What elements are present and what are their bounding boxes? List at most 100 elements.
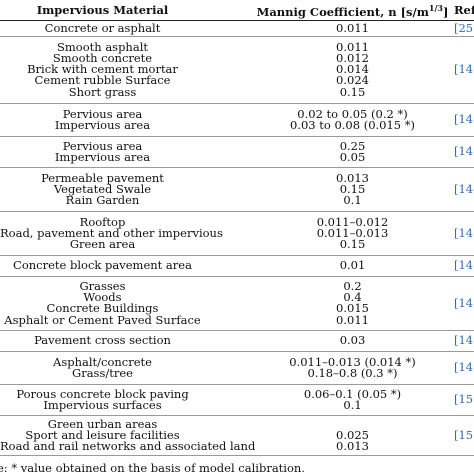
coefficient-value: 0.012 [336,51,369,66]
table-row: Pavement cross section 0.03 [148 [0,330,474,352]
coefficient-value: 0.1 [343,192,362,207]
material-cell: Smooth asphalt Smooth concrete Brick with … [0,36,205,104]
material-name: Sport and leisure facilities [25,427,180,442]
material-name: Asphalt/concrete [53,354,152,369]
coefficient-value: 0.011 [336,39,369,54]
material-cell: Concrete or asphalt [0,20,205,37]
reference-link[interactable]: [146 [450,255,474,277]
coefficient-value: 0.015 [336,301,369,316]
material-name: Rain Garden [65,192,140,207]
reference-link[interactable]: [149 [450,351,474,385]
coefficient-value: 0.03 [339,333,366,348]
header-manning-text: Mannig Coefficient, n [s/m [256,4,429,19]
material-name: Pervious area [62,106,143,121]
material-cell: Pervious area Impervious area [0,136,205,168]
material-name: Concrete block pavement area [13,258,192,273]
coefficient-value: 0.024 [336,73,369,88]
coefficient-value: 0.1 [343,397,362,412]
material-name: Pervious area [62,138,143,153]
coefficient-cell: 0.011 0.012 0.014 0.024 0.15 [205,36,450,104]
table-row: Rooftop Road, pavement and other impervio… [0,211,474,256]
reference-link[interactable]: [143 [450,136,474,168]
table-row: Smooth asphalt Smooth concrete Brick with … [0,36,474,104]
material-cell: Asphalt/concrete Grass/tree [0,351,205,385]
material-name: Pavement cross section [34,333,171,348]
coefficient-value: 0.013 [336,170,369,185]
coefficient-cell: 0.025 0.013 [205,415,450,456]
reference-link[interactable]: [142 [450,103,474,137]
coefficient-value: 0.4 [343,290,362,305]
table-row: Porous concrete block paving Impervious s… [0,384,474,416]
coefficient-value: 0.25 [339,138,366,153]
reference-link[interactable]: [147 [450,276,474,331]
material-cell: Pavement cross section [0,330,205,352]
coefficient-cell: 0.01 [205,255,450,277]
coefficient-cell: 0.011–0.012 0.011–0.013 0.15 [205,211,450,256]
table-row: Grasses Woods Concrete Buildings Asphalt or… [0,276,474,331]
coefficient-value: 0.011 [336,312,369,327]
material-name: Asphalt or Cement Paved Surface [4,312,201,327]
table-row: Permeable pavement Vegetated Swale Rain Ga… [0,167,474,212]
material-cell: Concrete block pavement area [0,255,205,277]
coefficient-cell: 0.06–0.1 (0.05 *) 0.1 [205,384,450,416]
material-name: Vegetated Swale [53,181,152,196]
table-row: Concrete or asphalt 0.011 [25 [0,20,474,37]
table-body: Concrete or asphalt 0.011 [25 Smooth asphal… [0,20,474,456]
material-cell: Rooftop Road, pavement and other impervio… [0,211,223,256]
header-manning-unit-exponent: 1/3 [428,3,443,13]
coefficient-cell: 0.02 to 0.05 (0.2 *) 0.03 to 0.08 (0.015 … [205,103,450,137]
coefficient-cell: 0.011 [205,20,450,37]
material-name: Porous concrete block paving [16,386,189,401]
reference-link[interactable]: [25 [450,20,474,37]
header-impervious-material: Impervious Material [0,0,205,21]
coefficient-value: 0.2 [343,278,362,293]
material-cell: Grasses Woods Concrete Buildings Asphalt or… [0,276,205,331]
material-name: Impervious area [54,117,151,132]
material-name: Permeable pavement [41,170,164,185]
table-row: Green urban areas Sport and leisure facil… [0,415,474,456]
coefficient-value: 0.011–0.013 (0.014 *) [289,354,416,369]
material-cell: Green urban areas Sport and leisure facil… [0,415,256,456]
material-name: Impervious area [54,149,151,164]
coefficient-value: 0.18–0.8 (0.3 *) [307,365,398,380]
coefficient-value: 0.15 [339,236,366,251]
material-name: Woods [83,290,122,305]
material-cell: Pervious area Impervious area [0,103,205,137]
reference-link[interactable]: [151 [450,415,474,456]
coefficient-cell: 0.03 [205,330,450,352]
reference-link[interactable]: [150 [450,384,474,416]
material-cell: Permeable pavement Vegetated Swale Rain Ga… [0,167,205,212]
material-name: Rooftop [79,214,126,229]
material-name: Cement rubble Surface [34,73,171,88]
material-name: Grass/tree [72,365,133,380]
coefficient-value: 0.06–0.1 (0.05 *) [303,386,402,401]
coefficient-value: 0.01 [339,258,366,273]
material-name: Green urban areas [47,416,158,431]
material-name: Grasses [79,278,126,293]
material-name: Impervious surfaces [43,397,162,412]
coefficient-value: 0.02 to 0.05 (0.2 *) [297,106,408,121]
header-manning-coefficient: Mannig Coefficient, n [s/m1/3] [205,0,450,21]
coefficient-value: 0.025 [336,427,369,442]
reference-link[interactable]: [144 [450,167,474,212]
coefficient-cell: 0.011–0.013 (0.014 *) 0.18–0.8 (0.3 *) [205,351,450,385]
material-name: Green area [69,236,136,251]
coefficient-value: 0.05 [339,149,366,164]
material-name: Road and rail networks and associated la… [0,438,256,453]
table-header-row: Impervious Material Mannig Coefficient, … [0,0,474,21]
reference-link[interactable]: [148 [450,330,474,352]
table-row: Asphalt/concrete Grass/tree 0.011–0.013 (0… [0,351,474,385]
material-name: Concrete or asphalt [44,20,161,35]
material-name: Smooth concrete [52,51,153,66]
material-name: Short grass [68,84,137,99]
material-name: Concrete Buildings [46,301,159,316]
coefficient-cell: 0.25 0.05 [205,136,450,168]
coefficient-value: 0.014 [336,62,369,77]
coefficient-value: 0.15 [339,84,366,99]
coefficient-cell: 0.013 0.15 0.1 [205,167,450,212]
coefficient-cell: 0.2 0.4 0.015 0.011 [205,276,450,331]
reference-link[interactable]: [145 [450,211,474,256]
reference-link[interactable]: [141 [450,36,474,104]
material-cell: Porous concrete block paving Impervious s… [0,384,205,416]
